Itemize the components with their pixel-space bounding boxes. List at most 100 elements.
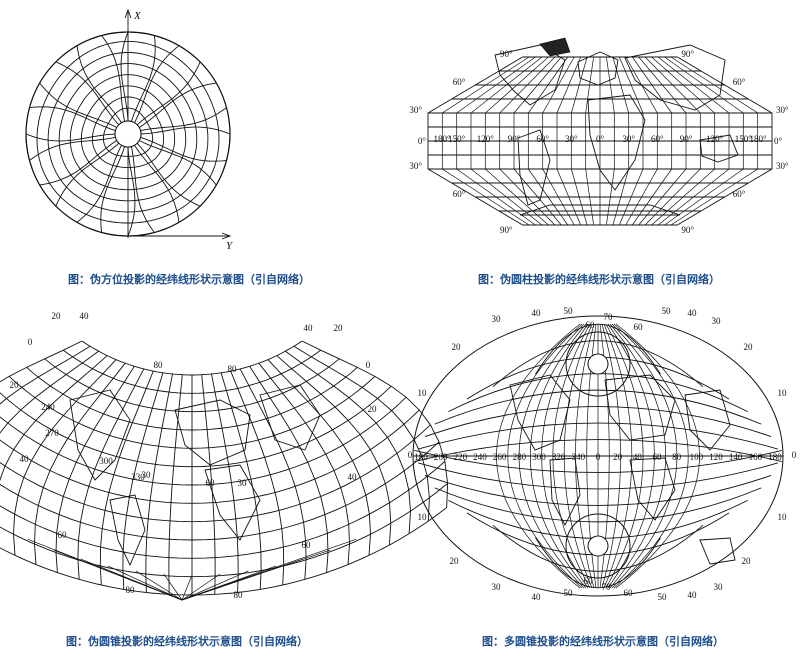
meridian-line: [499, 56, 556, 226]
equator-label: 280: [513, 452, 527, 462]
equator-label: 200: [434, 452, 448, 462]
meridian-curve: [168, 374, 183, 595]
meridian-curve: [145, 373, 173, 593]
meridian-line: [134, 45, 180, 123]
pseudo-azimuthal-figure: XY: [25, 8, 234, 252]
label-right: 10: [778, 388, 788, 398]
lon-label: 150°: [735, 134, 753, 144]
meridian-line: [657, 56, 730, 226]
lat-label-left: 60°: [453, 77, 466, 87]
y-axis-arrow: [221, 232, 232, 240]
label-inner: 300: [99, 456, 113, 466]
meridian-curve: [496, 323, 581, 589]
lat-label-right: 90°: [681, 49, 694, 59]
label-top-left: 20: [52, 311, 62, 321]
label-right: 40: [348, 472, 358, 482]
parallel-arc: [81, 340, 303, 376]
label-top: 60: [634, 322, 644, 332]
axis-x-label: X: [133, 10, 142, 22]
meridian-curve: [563, 323, 593, 589]
lon-label: 60°: [536, 134, 549, 144]
landmass-outline: [69, 389, 131, 481]
parallel-circle: [47, 52, 209, 213]
parallel-arc: [0, 483, 448, 578]
lon-label: 60°: [651, 134, 664, 144]
label-bottom: 40: [532, 592, 542, 602]
meridian-line: [139, 82, 217, 128]
label-top-right: 20: [334, 323, 344, 333]
landmass-outline: [204, 464, 261, 541]
lon-label: 30°: [622, 134, 635, 144]
meridian-line: [542, 56, 575, 226]
equator-label: 100: [690, 452, 704, 462]
label-left: 10: [418, 512, 428, 522]
landmass-outline: [624, 44, 726, 111]
equator-label: 60: [653, 452, 663, 462]
label-bottom: 50: [564, 588, 574, 598]
equator-label: 180: [414, 452, 428, 462]
meridian-curve: [276, 355, 392, 546]
label-top: 60: [586, 320, 596, 330]
equator-label: 140: [729, 452, 743, 462]
meridian-line: [136, 142, 201, 207]
meridian-line: [76, 145, 122, 223]
label-left: 80: [126, 585, 136, 595]
equator-label: 220: [454, 452, 468, 462]
label-right: 80: [234, 590, 244, 600]
parallel-arc: [0, 424, 431, 523]
greenland-shape: [539, 37, 571, 57]
meridian-line: [29, 106, 116, 132]
landmass-outline: [684, 389, 731, 451]
parallel-arc: [0, 441, 440, 541]
lat-label-right: 30°: [776, 161, 789, 171]
parallel-arc: [0, 461, 446, 559]
label-bottom: 30: [492, 582, 502, 592]
equator-label: 340: [572, 452, 586, 462]
equator-label: 80: [672, 452, 682, 462]
meridian-line: [140, 107, 227, 132]
equator-label: 180: [768, 452, 782, 462]
lat-label-right: 60°: [733, 189, 746, 199]
meridian-curve: [220, 372, 262, 590]
landmass-outline: [604, 374, 676, 441]
meridian-line: [139, 140, 217, 186]
meridian-line: [39, 82, 117, 128]
meridian-line: [664, 56, 744, 226]
label-inner: 30: [142, 470, 152, 480]
meridian-curve: [575, 323, 595, 589]
label-left: 20: [452, 342, 462, 352]
meridian-line: [120, 31, 129, 122]
meridian-curve: [13, 359, 117, 556]
meridian-curve: [615, 323, 700, 589]
label-right: 10: [778, 512, 788, 522]
parallel-circle: [102, 107, 154, 157]
meridian-line: [134, 145, 180, 223]
lat-label-left: 0°: [418, 136, 427, 146]
equator-label: 240: [473, 452, 487, 462]
landmass-outline: [577, 51, 619, 86]
meridian-line: [632, 56, 673, 226]
meridian-line: [441, 56, 530, 226]
label-right: 20: [368, 404, 378, 414]
meridian-curve: [267, 359, 371, 556]
label-inner: 240: [41, 402, 55, 412]
parallel-circle: [69, 74, 187, 191]
meridian-curve: [230, 370, 285, 586]
lon-label: 150°: [448, 134, 466, 144]
label-inner: 270: [45, 428, 59, 438]
lon-label: 120°: [706, 134, 724, 144]
meridian-line: [470, 56, 543, 226]
parallel-circle: [58, 63, 198, 202]
lon-label: 30°: [565, 134, 578, 144]
landmass-outline: [517, 129, 551, 206]
landmass-outline: [587, 94, 646, 191]
meridian-curve: [0, 350, 99, 434]
landmass-outline: [509, 374, 571, 451]
south-converge-line: [163, 573, 183, 601]
label-inner: 80: [154, 360, 164, 370]
meridian-curve: [507, 323, 583, 589]
equator-label: 120: [709, 452, 723, 462]
meridian-curve: [0, 355, 108, 482]
